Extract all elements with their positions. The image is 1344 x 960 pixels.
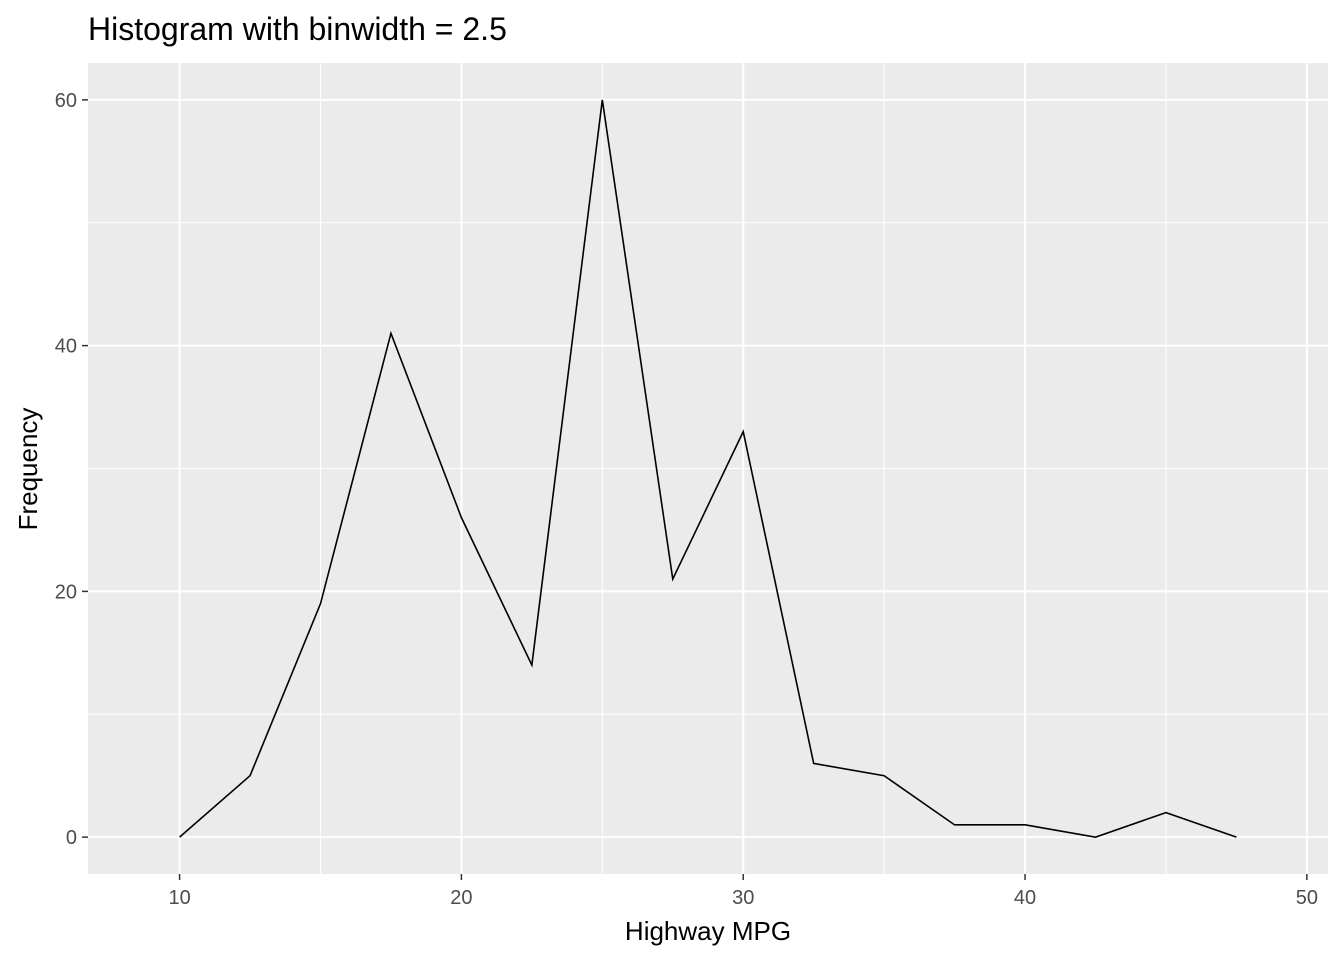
chart-title: Histogram with binwidth = 2.5 (88, 11, 507, 47)
y-tick-label: 60 (55, 90, 77, 112)
major-grid (88, 63, 1328, 874)
y-tick-label: 40 (55, 336, 77, 358)
x-tick-label: 40 (1014, 887, 1036, 909)
x-tick-label: 30 (732, 887, 754, 909)
y-tick-label: 0 (66, 827, 77, 849)
frequency-line (179, 99, 1237, 838)
x-axis-ticks: 10 20 30 40 50 (168, 874, 1318, 909)
x-tick-label: 50 (1296, 887, 1318, 909)
minor-grid (88, 63, 1328, 874)
x-tick-label: 10 (168, 887, 190, 909)
y-tick-label: 20 (55, 581, 77, 603)
y-axis-title: Frequency (13, 408, 43, 531)
y-axis-ticks: 0 20 40 60 (55, 90, 88, 849)
x-tick-label: 20 (450, 887, 472, 909)
x-axis-title: Highway MPG (625, 916, 791, 946)
